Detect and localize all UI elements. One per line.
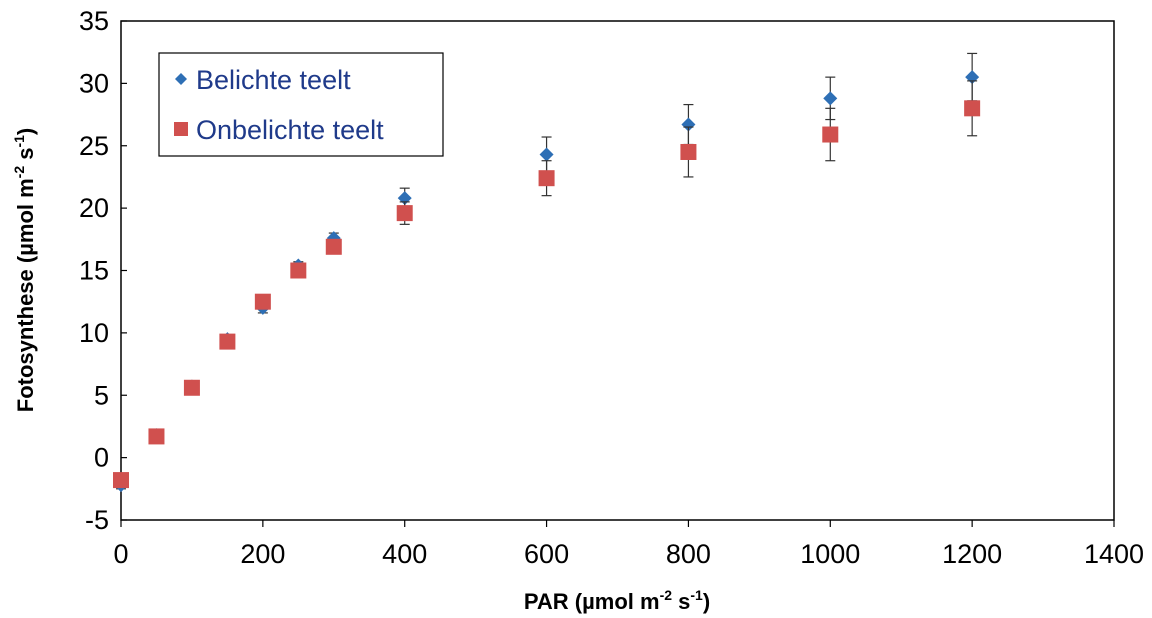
- legend-label-onbelichte-teelt: Onbelichte teelt: [196, 115, 384, 145]
- data-series: [113, 52, 981, 493]
- data-point-square: [219, 333, 236, 350]
- legend-marker-belichte-teelt: [175, 73, 187, 85]
- y-tick-label: 5: [94, 380, 109, 410]
- data-point-diamond: [681, 117, 696, 132]
- data-point-square: [183, 379, 200, 396]
- x-tick-label: 0: [113, 539, 128, 569]
- data-point-square: [148, 428, 165, 445]
- data-point-square: [113, 472, 129, 489]
- data-point-diamond: [823, 91, 838, 106]
- x-tick-label: 200: [240, 539, 285, 569]
- y-axis-title: Fotosynthese (µmol m-2 s-1): [11, 128, 38, 413]
- legend: Belichte teelt Onbelichte teelt: [158, 52, 444, 157]
- data-point-square: [290, 262, 307, 279]
- data-point-diamond: [539, 147, 554, 162]
- x-axis-title: PAR (µmol m-2 s-1): [524, 587, 710, 614]
- data-point-square: [964, 100, 981, 117]
- x-tick-label: 400: [382, 539, 427, 569]
- legend-label-belichte-teelt: Belichte teelt: [196, 65, 351, 95]
- y-tick-label: 30: [79, 68, 109, 98]
- series-onbelichte-teelt: [113, 80, 981, 489]
- y-axis-ticks: -5 0 5 10 15 20 25 30 35: [79, 6, 127, 535]
- data-point-square: [254, 293, 271, 310]
- y-tick-label: 15: [79, 256, 109, 286]
- y-tick-label: 20: [79, 193, 109, 223]
- x-axis-ticks: 0 200 400 600 800 1000 1200 1400: [113, 520, 1144, 569]
- data-point-square: [680, 143, 697, 160]
- legend-box: [158, 52, 444, 157]
- y-tick-label: 35: [79, 6, 109, 36]
- data-point-square: [538, 170, 555, 187]
- x-tick-label: 600: [524, 539, 569, 569]
- x-tick-label: 1200: [942, 539, 1002, 569]
- x-tick-label: 1400: [1084, 539, 1144, 569]
- data-point-square: [325, 238, 342, 255]
- y-tick-label: 25: [79, 131, 109, 161]
- data-point-square: [396, 205, 413, 222]
- x-tick-label: 1000: [800, 539, 860, 569]
- x-tick-label: 800: [666, 539, 711, 569]
- y-tick-label: -5: [85, 505, 109, 535]
- legend-marker-onbelichte-teelt: [174, 122, 188, 136]
- y-tick-label: 10: [79, 318, 109, 348]
- y-tick-label: 0: [94, 443, 109, 473]
- data-point-square: [822, 126, 839, 143]
